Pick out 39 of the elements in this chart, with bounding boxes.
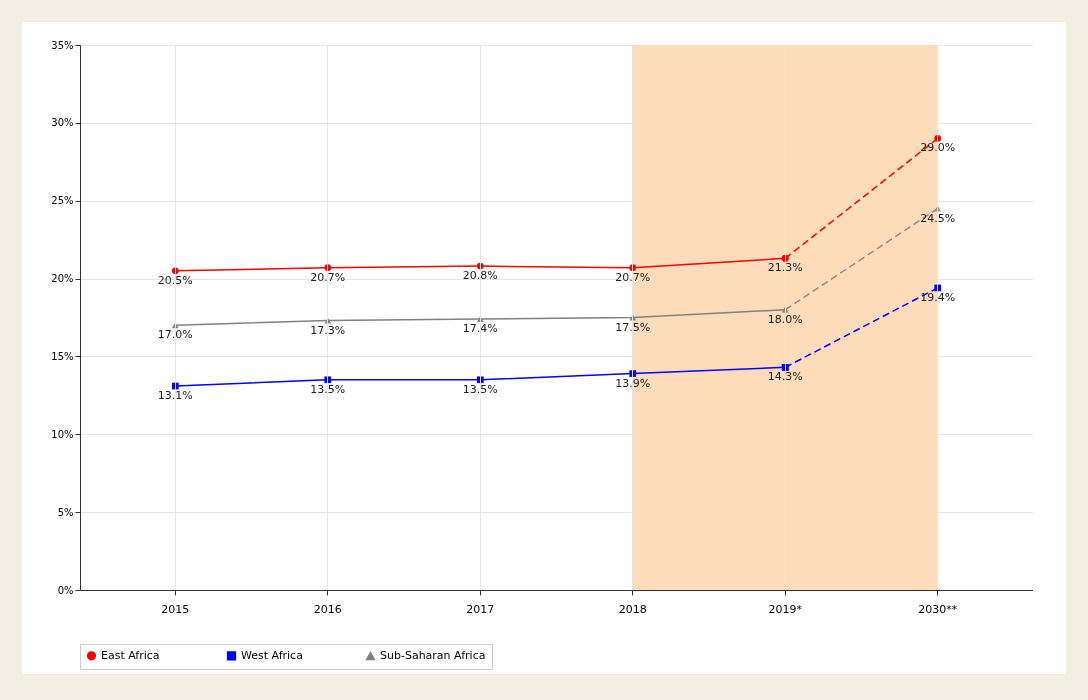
- point: [476, 376, 484, 384]
- y-tick-label: 30%: [51, 117, 74, 129]
- y-tick-label: 25%: [51, 195, 74, 207]
- data-label: 18.0%: [767, 312, 803, 326]
- data-label: 20.7%: [615, 270, 651, 284]
- legend-label: West Africa: [241, 648, 303, 662]
- point: [629, 370, 637, 377]
- y-tick-label: 20%: [51, 273, 74, 285]
- y-tick-label: 35%: [51, 39, 74, 51]
- data-label: 17.4%: [462, 322, 498, 336]
- x-tick-label: 2015: [161, 602, 190, 616]
- x-tick-label: 2019*: [768, 602, 803, 616]
- data-label: 20.5%: [157, 273, 193, 287]
- data-label: 13.5%: [462, 382, 498, 396]
- x-tick-label: 2018: [618, 602, 647, 616]
- point: [934, 135, 942, 142]
- x-tick-label: 2016: [313, 602, 342, 616]
- data-label: 17.0%: [157, 328, 193, 342]
- y-tick-label: 10%: [51, 428, 74, 440]
- x-tick-label: 2017: [466, 602, 495, 616]
- legend-label: Sub-Saharan Africa: [380, 649, 486, 663]
- data-label: 17.5%: [615, 320, 651, 334]
- y-tick-label: 5%: [57, 506, 74, 518]
- legend-label: East Africa: [101, 648, 160, 662]
- data-label: 20.8%: [462, 269, 498, 283]
- data-label: 29.0%: [920, 141, 956, 155]
- data-label: 21.3%: [767, 261, 803, 275]
- point: [324, 376, 332, 384]
- data-label: 17.3%: [310, 323, 346, 337]
- data-label: 20.7%: [310, 270, 346, 284]
- data-label: 13.1%: [157, 389, 193, 403]
- y-tick-label: 15%: [51, 350, 74, 362]
- data-label: 14.3%: [767, 370, 803, 384]
- data-label: 13.5%: [310, 382, 346, 396]
- x-tick-label: 2030**: [918, 602, 958, 616]
- data-label: 24.5%: [920, 211, 956, 225]
- data-label: 13.9%: [615, 376, 651, 390]
- y-tick-label: 0%: [57, 584, 74, 596]
- data-label: 19.4%: [920, 290, 956, 304]
